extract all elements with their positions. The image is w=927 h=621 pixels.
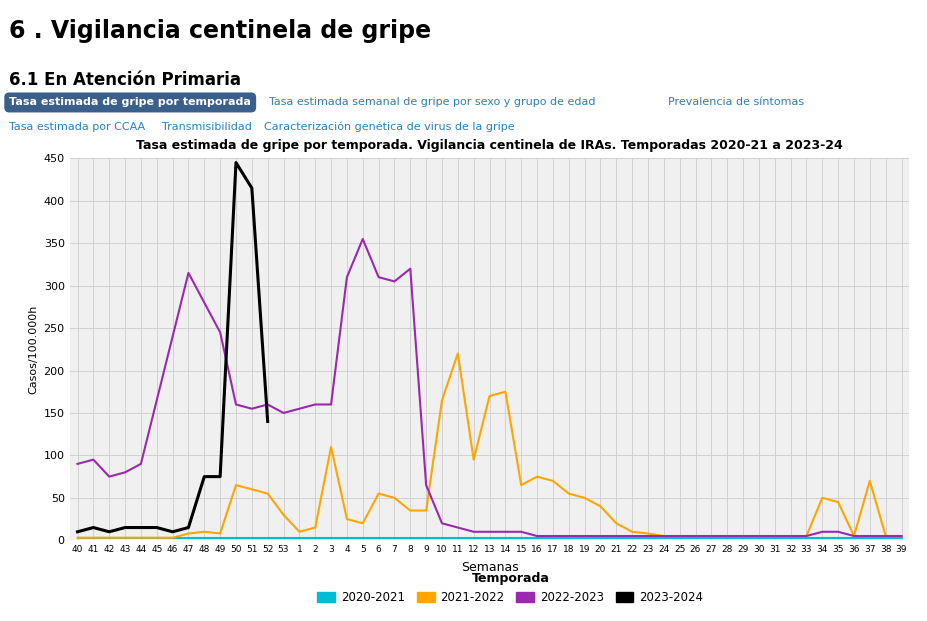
Text: Prevalencia de síntomas: Prevalencia de síntomas <box>667 97 804 107</box>
Text: 6 . Vigilancia centinela de gripe: 6 . Vigilancia centinela de gripe <box>9 19 431 43</box>
Text: Transmisibilidad: Transmisibilidad <box>162 122 252 132</box>
Text: 6.1 En Atención Primaria: 6.1 En Atención Primaria <box>9 71 241 89</box>
Legend: 2020-2021, 2021-2022, 2022-2023, 2023-2024: 2020-2021, 2021-2022, 2022-2023, 2023-20… <box>312 568 707 609</box>
Text: Caracterización genética de virus de la gripe: Caracterización genética de virus de la … <box>264 122 514 132</box>
Title: Tasa estimada de gripe por temporada. Vigilancia centinela de IRAs. Temporadas 2: Tasa estimada de gripe por temporada. Vi… <box>136 138 842 152</box>
Text: Tasa estimada semanal de gripe por sexo y grupo de edad: Tasa estimada semanal de gripe por sexo … <box>269 97 595 107</box>
Text: Tasa estimada de gripe por temporada: Tasa estimada de gripe por temporada <box>9 97 251 107</box>
X-axis label: Semanas: Semanas <box>460 561 518 574</box>
Y-axis label: Casos/100.000h: Casos/100.000h <box>28 305 38 394</box>
Text: Tasa estimada por CCAA: Tasa estimada por CCAA <box>9 122 146 132</box>
